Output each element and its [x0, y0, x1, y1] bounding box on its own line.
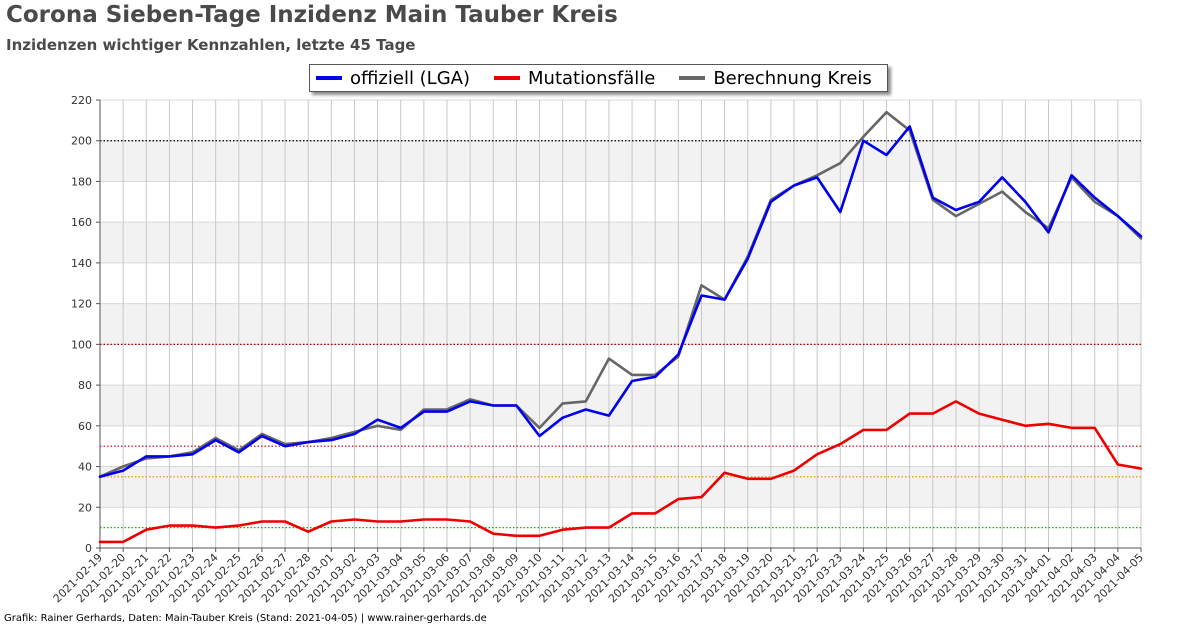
legend-label-mutationsfaelle: Mutationsfälle: [528, 67, 656, 89]
y-tick-label: 200: [71, 135, 92, 148]
legend-item-mutationsfaelle: Mutationsfälle: [494, 68, 655, 89]
background-band: [100, 385, 1141, 426]
legend-item-offiziell: offiziell (LGA): [316, 68, 470, 89]
background-band: [100, 140, 1141, 182]
y-tick-label: 220: [71, 94, 92, 107]
background-band: [100, 222, 1141, 263]
chart-footer: Grafik: Rainer Gerhards, Daten: Main-Tau…: [4, 613, 487, 624]
series-line-berechnung-kreis: [98, 110, 1143, 479]
chart-legend: offiziell (LGA) Mutationsfälle Berechnun…: [309, 64, 888, 92]
y-tick-label: 0: [85, 542, 92, 555]
y-tick-label: 140: [71, 257, 92, 270]
background-band: [100, 466, 1141, 508]
y-tick-label: 100: [71, 338, 92, 351]
y-tick-label: 80: [78, 379, 92, 392]
y-tick-label: 120: [71, 298, 92, 311]
background-band: [100, 303, 1141, 345]
legend-swatch-offiziell: [316, 76, 342, 80]
legend-label-offiziell: offiziell (LGA): [350, 67, 470, 89]
legend-label-berechnung-kreis: Berechnung Kreis: [713, 67, 872, 89]
y-tick-label: 180: [71, 175, 92, 188]
legend-swatch-berechnung-kreis: [679, 76, 706, 80]
y-tick-label: 40: [78, 461, 92, 474]
y-tick-label: 20: [78, 501, 92, 514]
y-tick-label: 60: [78, 420, 92, 433]
chart-title: Corona Sieben-Tage Inzidenz Main Tauber …: [6, 2, 618, 28]
chart-subtitle: Inzidenzen wichtiger Kennzahlen, letzte …: [6, 36, 416, 54]
y-tick-label: 160: [71, 216, 92, 229]
series-line-offiziell-lga: [98, 125, 1143, 479]
legend-swatch-mutationsfaelle: [494, 76, 520, 80]
series-line-mutationsf-lle: [98, 400, 1143, 544]
legend-item-berechnung-kreis: Berechnung Kreis: [679, 67, 872, 89]
